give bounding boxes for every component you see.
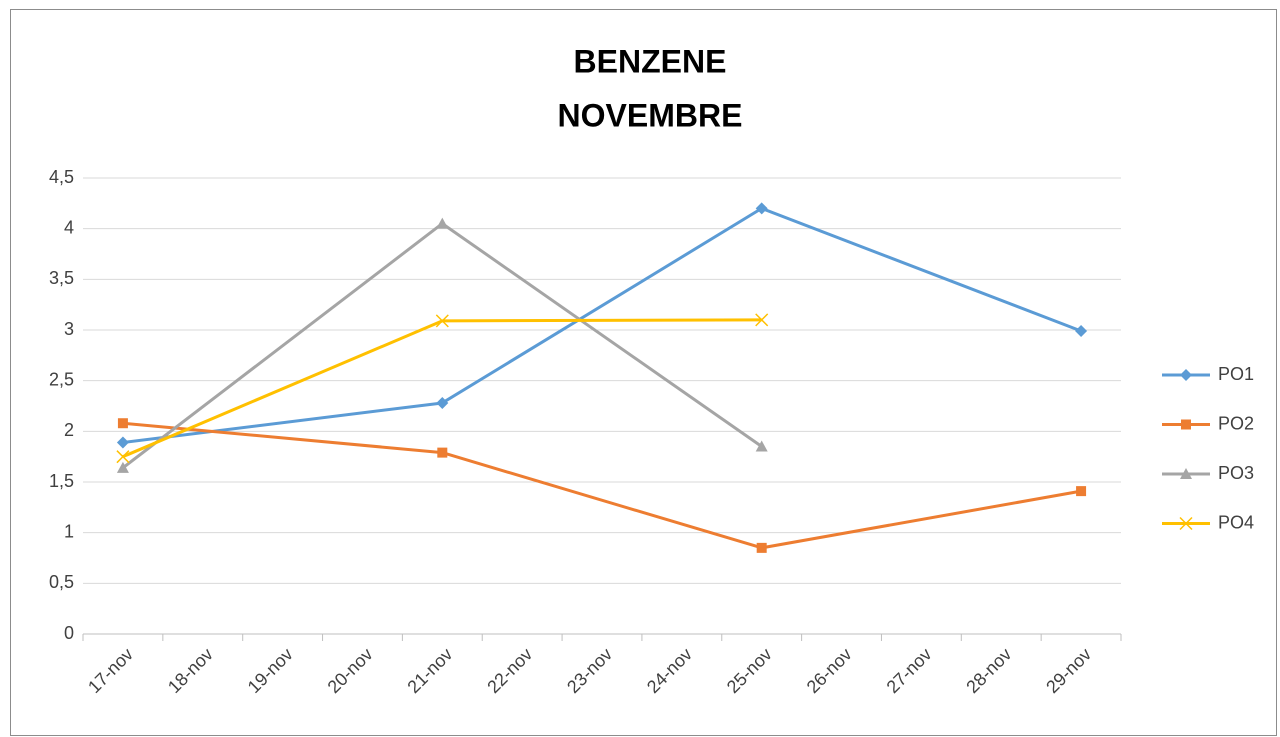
marker bbox=[435, 314, 449, 328]
marker bbox=[1180, 369, 1192, 381]
y-tick-label: 1,5 bbox=[49, 471, 74, 491]
marker bbox=[755, 202, 768, 215]
marker bbox=[437, 447, 448, 458]
marker bbox=[755, 313, 769, 327]
legend-label: PO3 bbox=[1218, 463, 1254, 483]
marker bbox=[755, 440, 768, 452]
marker bbox=[1179, 516, 1193, 531]
y-tick-label: 2,5 bbox=[49, 369, 74, 389]
legend-label: PO2 bbox=[1218, 413, 1254, 433]
chart-title: NOVEMBRE bbox=[558, 97, 743, 133]
marker bbox=[756, 542, 767, 553]
y-tick-label: 0,5 bbox=[49, 572, 74, 592]
marker bbox=[116, 461, 129, 473]
y-tick-label: 4 bbox=[64, 217, 74, 237]
y-tick-label: 1 bbox=[64, 521, 74, 541]
marker bbox=[1180, 468, 1192, 479]
y-tick-label: 0 bbox=[64, 623, 74, 643]
marker bbox=[117, 418, 128, 429]
y-tick-label: 4,5 bbox=[49, 167, 74, 187]
chart-border bbox=[10, 9, 1277, 736]
series-line bbox=[122, 206, 1082, 444]
marker bbox=[1075, 325, 1088, 338]
legend-label: PO4 bbox=[1218, 512, 1254, 532]
marker bbox=[436, 217, 449, 229]
y-tick-label: 3 bbox=[64, 319, 74, 339]
marker bbox=[116, 436, 129, 449]
y-tick-label: 2 bbox=[64, 420, 74, 440]
marker bbox=[1076, 486, 1087, 497]
chart-title: BENZENE bbox=[574, 43, 727, 79]
marker bbox=[116, 450, 130, 464]
legend-label: PO1 bbox=[1218, 364, 1254, 384]
y-tick-label: 3,5 bbox=[49, 268, 74, 288]
marker bbox=[436, 396, 449, 409]
series-line bbox=[122, 421, 1082, 550]
marker bbox=[1181, 419, 1191, 430]
